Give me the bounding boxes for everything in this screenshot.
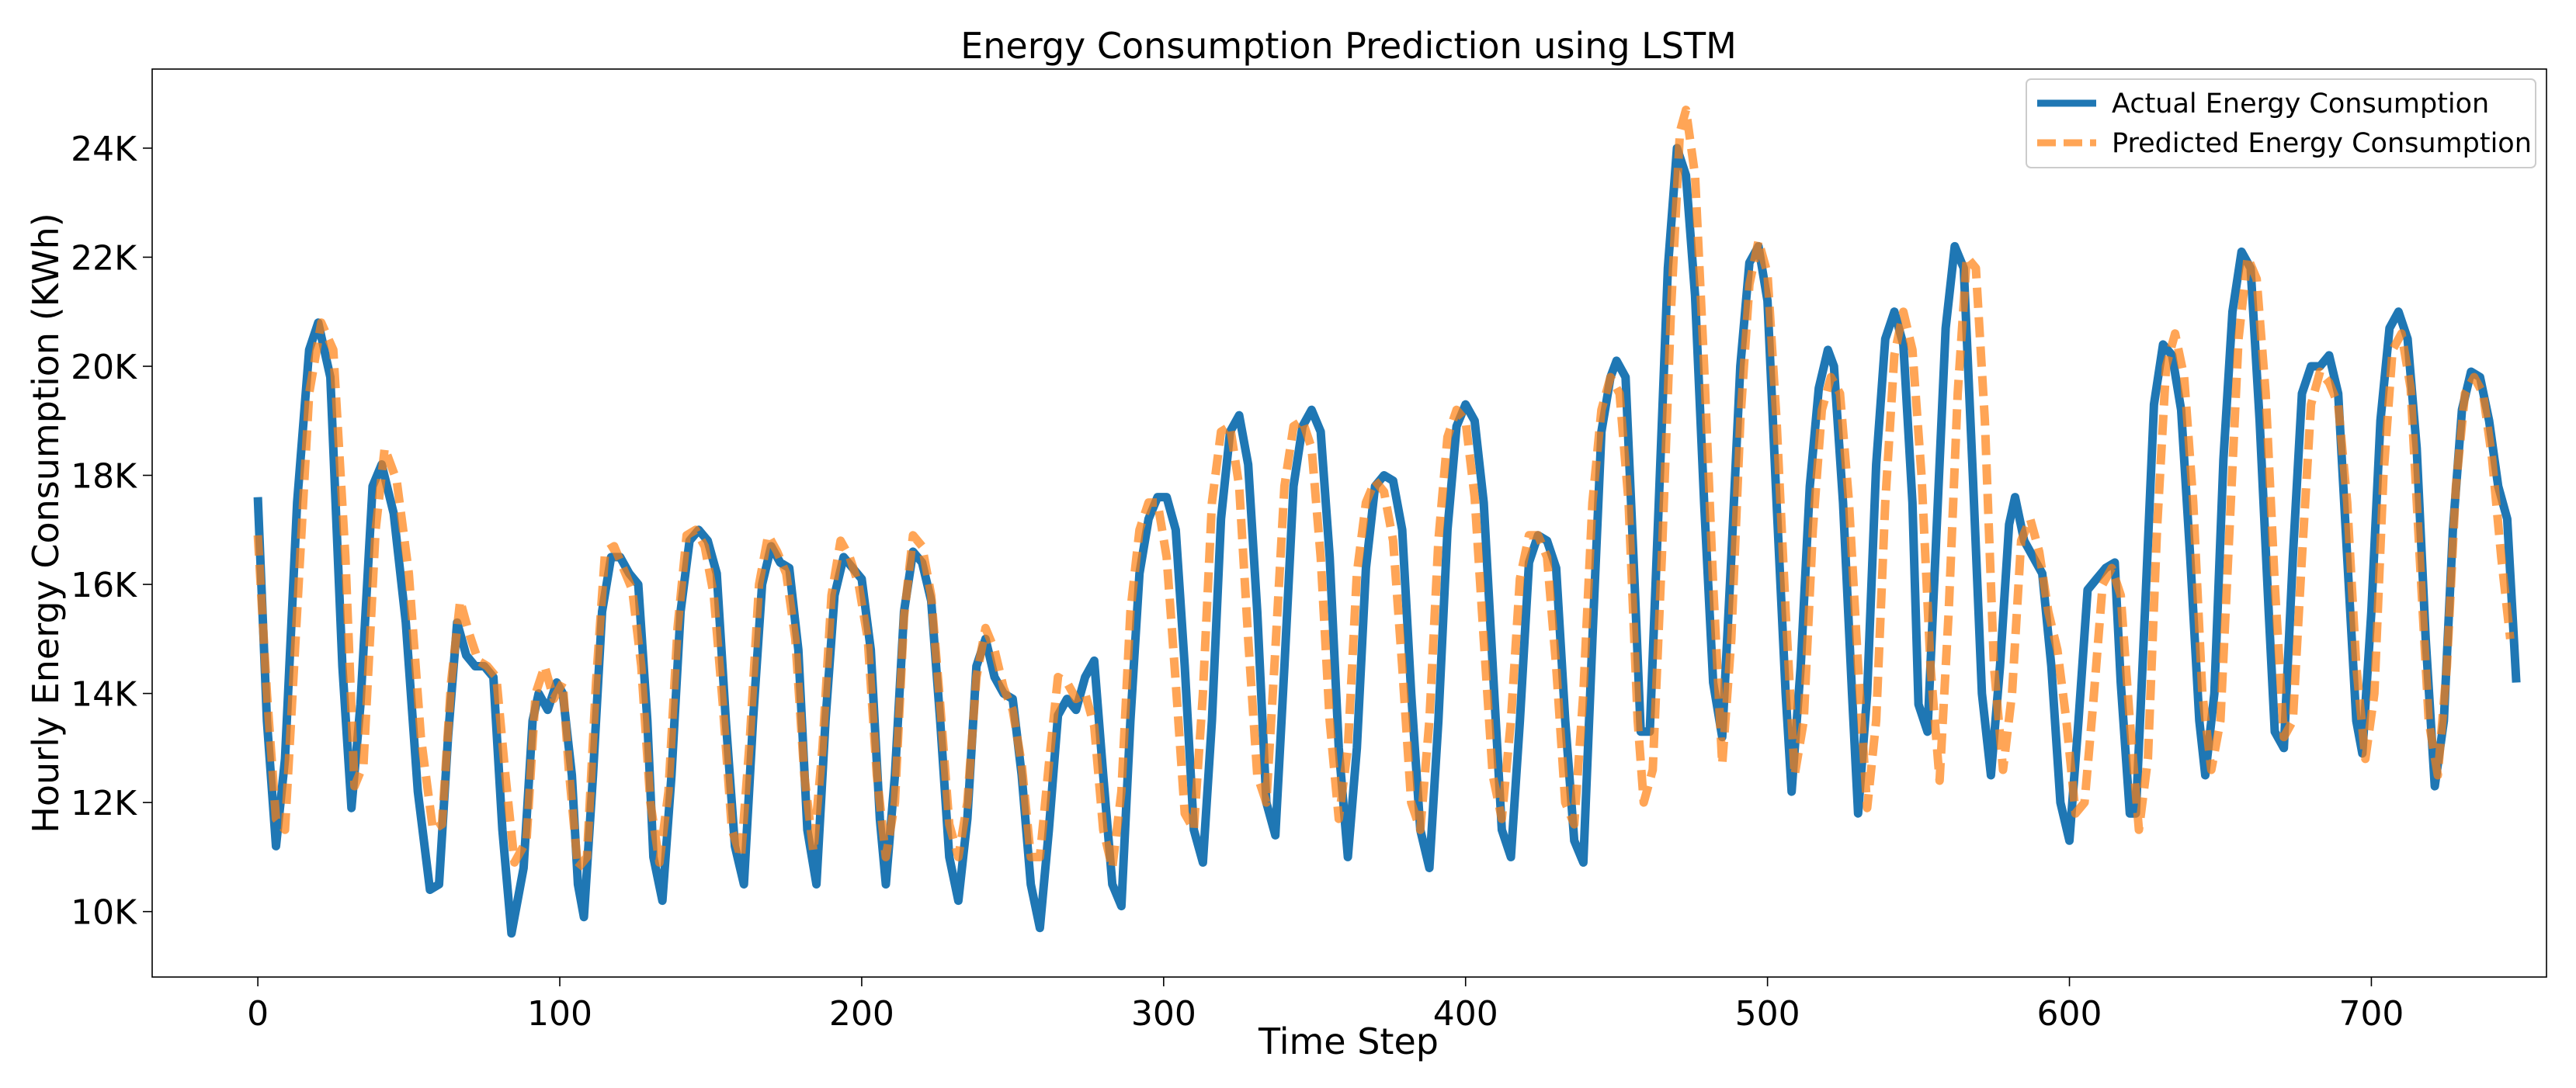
plot-frame	[151, 68, 2547, 978]
y-tick-label: 14K	[71, 675, 137, 715]
x-axis-label: Time Step	[1258, 1020, 1439, 1062]
x-tick-label: 700	[2338, 994, 2404, 1034]
y-axis-label: Hourly Energy Consumption (KWh)	[25, 213, 67, 833]
x-tick-label: 100	[527, 994, 592, 1034]
series-predicted-line	[253, 106, 2515, 872]
legend-predicted-label: Predicted Energy Consumption	[2112, 128, 2532, 159]
legend: Actual Energy Consumption Predicted Ener…	[2026, 78, 2536, 168]
x-tick-label: 300	[1131, 994, 1196, 1034]
x-tick-label: 200	[829, 994, 894, 1034]
y-tick-label: 22K	[71, 238, 137, 278]
y-tick-label: 16K	[71, 566, 137, 605]
x-tick-label: 400	[1433, 994, 1498, 1034]
x-tick-label: 500	[1735, 994, 1800, 1034]
x-axis: 0 100 200 300 400 500 600 700	[247, 977, 2404, 1034]
legend-frame	[2026, 78, 2536, 168]
y-tick-label: 24K	[71, 130, 137, 169]
y-tick-label: 20K	[71, 348, 137, 387]
series-actual-line	[253, 144, 2521, 938]
y-axis: 10K 12K 14K 16K 18K 20K 22K 24K	[71, 130, 152, 933]
y-tick-label: 18K	[71, 457, 137, 497]
x-tick-label: 600	[2037, 994, 2102, 1034]
y-tick-label: 10K	[71, 893, 137, 933]
y-tick-label: 12K	[71, 784, 137, 823]
legend-actual-label: Actual Energy Consumption	[2112, 88, 2489, 120]
x-tick-label: 0	[247, 994, 269, 1034]
plot-lines	[253, 106, 2521, 938]
chart-title: Energy Consumption Prediction using LSTM	[960, 25, 1737, 67]
